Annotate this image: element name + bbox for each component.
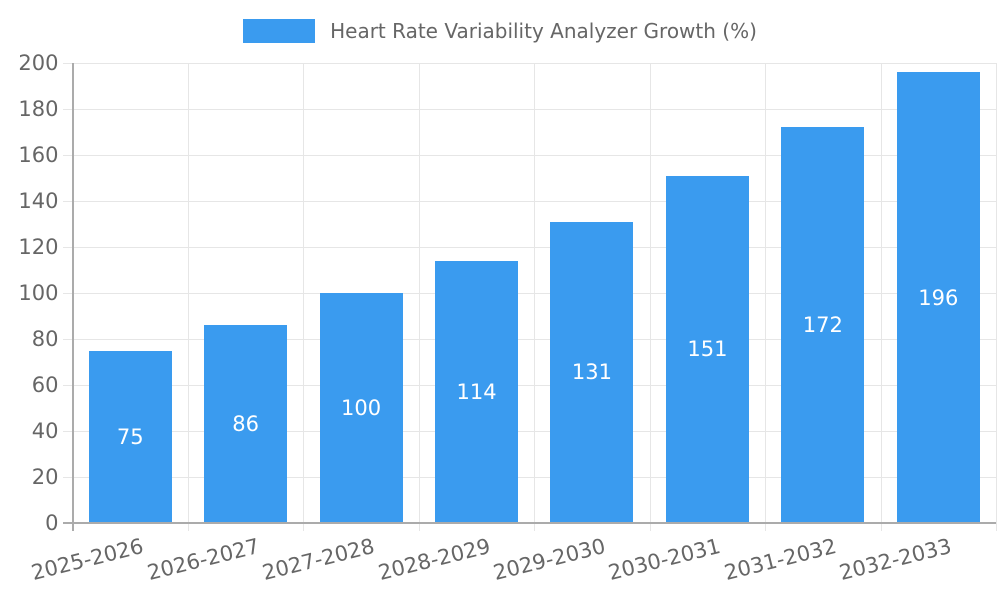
gridline-y-100 — [62, 293, 996, 294]
gridline-x-boundary-1 — [187, 63, 189, 531]
bar-value-label: 151 — [687, 337, 728, 362]
y-axis-tick-label: 20 — [31, 465, 59, 489]
y-axis-tick-label: 60 — [31, 373, 59, 397]
gridline-x-boundary-4 — [534, 63, 536, 531]
bar-value-label: 196 — [918, 285, 959, 310]
gridline-x-boundary-7 — [880, 63, 882, 531]
bar-value-label: 131 — [571, 360, 613, 385]
x-axis-line — [62, 522, 996, 524]
gridline-y-60 — [62, 385, 996, 386]
gridline-y-120 — [62, 247, 996, 248]
bar-2025-2026[interactable] — [88, 350, 172, 523]
bar-value-label: 86 — [232, 412, 260, 437]
bar-2028-2029[interactable] — [435, 260, 519, 523]
gridline-y-160 — [62, 155, 996, 156]
y-axis-line — [71, 63, 74, 531]
gridline-y-80 — [62, 339, 996, 340]
x-axis-tick-label: 2026-2027 — [144, 534, 262, 585]
bar-2026-2027[interactable] — [204, 325, 288, 523]
bar-value-label: 114 — [456, 379, 497, 404]
bar-value-label: 100 — [341, 396, 382, 420]
y-axis-tick-label: 140 — [18, 189, 59, 213]
gridline-x-boundary-6 — [765, 63, 767, 531]
x-axis-tick-label: 2031-2032 — [721, 534, 839, 585]
x-axis-tick-label: 2027-2028 — [260, 534, 377, 585]
gridline-x-boundary-5 — [649, 63, 651, 531]
plot-area: 0 20 40 60 80 100 120 140 160 180 200 75 86 100 114 131… — [18, 51, 997, 585]
y-axis-tick-label: 200 — [18, 51, 59, 75]
gridline-y-40 — [62, 431, 996, 432]
legend-swatch — [243, 19, 316, 43]
y-axis-tick-label: 40 — [31, 419, 59, 443]
gridline-y-140 — [62, 201, 996, 202]
bar-2032-2033[interactable] — [896, 72, 980, 523]
legend[interactable]: Heart Rate Variability Analyzer Growth (… — [0, 19, 1000, 43]
y-axis-tick-label: 120 — [18, 235, 59, 259]
y-axis-tick-label: 80 — [31, 327, 59, 351]
x-axis-tick-label: 2028-2029 — [375, 534, 493, 585]
gridline-y-20 — [62, 477, 996, 478]
gridline-y-180 — [62, 109, 996, 110]
x-axis-tick-label: 2029-2030 — [490, 534, 608, 585]
gridline-x-boundary-3 — [418, 63, 420, 531]
y-axis-tick-label: 180 — [18, 97, 59, 121]
bar-2027-2028[interactable] — [319, 293, 403, 523]
gridline-x-boundary-8 — [996, 63, 997, 531]
y-axis-tick-label: 160 — [18, 143, 59, 167]
bar-value-label: 75 — [116, 424, 144, 449]
x-axis-tick-label: 2032-2033 — [837, 534, 955, 585]
y-axis-tick-label: 100 — [18, 281, 59, 305]
legend-label: Heart Rate Variability Analyzer Growth (… — [330, 19, 757, 43]
y-axis-tick-label: 0 — [45, 511, 59, 535]
x-axis-tick-label: 2025-2026 — [29, 534, 147, 585]
gridline-x-boundary-2 — [303, 63, 305, 531]
x-axis-tick-label: 2030-2031 — [606, 534, 724, 585]
bar-value-label: 172 — [802, 313, 843, 338]
bar-2029-2030[interactable] — [550, 221, 634, 523]
bar-2031-2032[interactable] — [781, 127, 865, 523]
gridline-y-200 — [62, 63, 996, 64]
bar-2030-2031[interactable] — [665, 175, 749, 523]
